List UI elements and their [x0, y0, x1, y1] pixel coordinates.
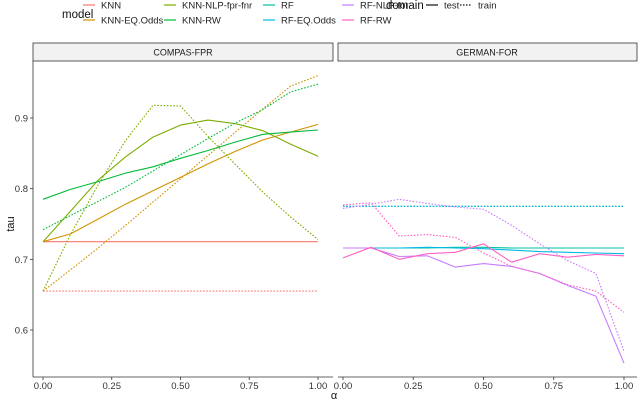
series-knn-rw-test: [42, 129, 319, 200]
y-axis-title: tau: [5, 216, 17, 231]
legend-label: RF-EQ.Odds: [281, 16, 336, 27]
series-knn-eq-odds-train: [42, 75, 319, 292]
y-tick-label: 0.6: [15, 326, 28, 337]
legend-label: KNN-NLP-fpr-fnr: [182, 1, 252, 12]
series-rf-eq-odds-test: [343, 246, 625, 255]
x-tick-label: 0.00: [334, 381, 353, 392]
legend-domain-label: test: [444, 1, 460, 12]
series-rf-rw-test: [342, 243, 625, 263]
legend-item-rf: RF: [263, 1, 294, 12]
legend-item-rf-eq-odds: RF-EQ.Odds: [263, 16, 336, 27]
legend-label: KNN-RW: [182, 16, 221, 27]
x-tick-label: 0.75: [240, 381, 259, 392]
x-tick-label: 0.25: [103, 381, 122, 392]
legend-domains: test train: [426, 1, 496, 12]
legend-domain-label: train: [478, 1, 496, 12]
series-rf-nlp-for-test: [343, 247, 625, 364]
x-tick-label: 0.75: [545, 381, 564, 392]
legend-item-knn-rw: KNN-RW: [164, 16, 221, 27]
legend-item-knn: KNN: [83, 1, 121, 12]
plot-area-german-for: [342, 198, 625, 364]
legend-label: RF-NLP-for: [360, 1, 409, 12]
x-tick-label: 0.25: [404, 381, 423, 392]
x-ticks-right: 0.00 0.25 0.50 0.75 1.00: [334, 377, 634, 392]
legend-label: RF-RW: [360, 16, 392, 27]
legend-domain-test: test: [426, 1, 460, 12]
legend-model-title: model: [62, 9, 93, 21]
x-tick-label: 0.50: [474, 381, 493, 392]
panel-german-for: GERMAN-FOR 0.00 0.25 0.50 0.75 1.00: [334, 42, 638, 392]
y-tick-label: 0.9: [15, 114, 28, 125]
strip-german-for: [337, 42, 638, 62]
series-rf-rw-train: [342, 202, 625, 313]
legend-item-knn-nlp-fpr-fnr: KNN-NLP-fpr-fnr: [164, 1, 252, 12]
series-knn-nlp-fpr-fnr-train: [42, 104, 319, 292]
legend-label: KNN-EQ.Odds: [101, 16, 164, 27]
legend-item-rf-nlp-for: RF-NLP-for: [342, 1, 409, 12]
legend-models: KNN KNN-EQ.Odds KNN-NLP-fpr-fnr KNN-RW RF RF-…: [83, 1, 409, 27]
x-tick-label: 1.00: [615, 381, 634, 392]
y-ticks: 0.6 0.7 0.8 0.9: [15, 114, 33, 337]
legend-label: RF: [281, 1, 294, 12]
legend: model KNN KNN-EQ.Odds KNN-NLP-fpr-fnr KNN-R…: [62, 0, 496, 27]
plot-area-compas-fpr: [42, 75, 319, 292]
x-tick-label: 0.00: [34, 381, 53, 392]
series-knn-nlp-fpr-fnr-test: [42, 119, 319, 243]
series-knn-rw-train: [42, 83, 319, 231]
y-tick-label: 0.8: [15, 184, 28, 195]
legend-item-rf-rw: RF-RW: [342, 16, 392, 27]
legend-domain-train: train: [460, 1, 496, 12]
panel-title-compas-fpr: COMPAS-FPR: [153, 48, 213, 58]
legend-item-knn-eq-odds: KNN-EQ.Odds: [83, 16, 164, 27]
series-knn-eq-odds-test: [42, 123, 319, 243]
x-tick-label: 0.50: [171, 381, 190, 392]
x-ticks-left: 0.00 0.25 0.50 0.75 1.00: [34, 377, 328, 392]
series-rf-nlp-for-train: [342, 198, 625, 352]
y-tick-label: 0.7: [15, 255, 28, 266]
panel-compas-fpr: COMPAS-FPR 0.00 0.25 0.50 0.75 1.00: [32, 42, 334, 392]
strip-compas-fpr: [32, 42, 334, 62]
x-tick-label: 1.00: [309, 381, 328, 392]
legend-domain-title: domain: [386, 0, 424, 12]
panel-title-german-for: GERMAN-FOR: [456, 48, 518, 58]
legend-label: KNN: [101, 1, 121, 12]
x-axis-title: α: [331, 390, 338, 402]
